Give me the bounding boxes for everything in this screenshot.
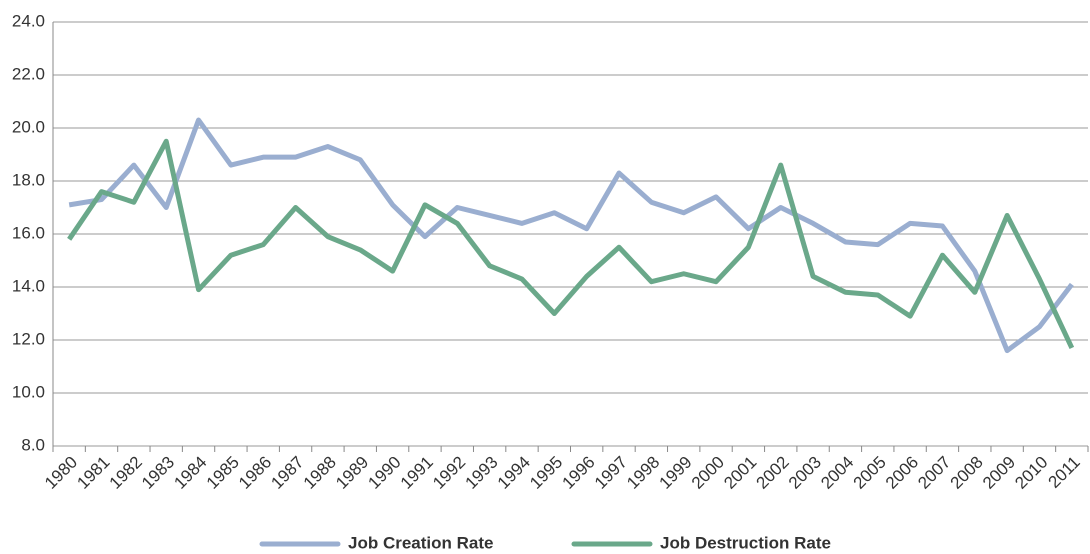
x-tick-label: 1986 bbox=[235, 453, 275, 493]
legend-label: Job Creation Rate bbox=[348, 533, 493, 552]
x-tick-label: 2001 bbox=[720, 453, 760, 493]
x-tick-label: 1994 bbox=[494, 453, 534, 493]
x-tick-label: 2000 bbox=[688, 453, 728, 493]
x-tick-label: 1997 bbox=[591, 453, 631, 493]
x-tick-label: 2009 bbox=[979, 453, 1019, 493]
x-tick-label: 2010 bbox=[1011, 453, 1051, 493]
x-tick-label: 1988 bbox=[300, 453, 340, 493]
y-tick-label: 10.0 bbox=[12, 382, 45, 401]
y-tick-label: 8.0 bbox=[21, 435, 45, 454]
x-tick-label: 2006 bbox=[882, 453, 922, 493]
x-tick-label: 1995 bbox=[526, 453, 566, 493]
series-line bbox=[68, 117, 1074, 354]
x-tick-label: 1993 bbox=[461, 453, 501, 493]
x-tick-label: 1999 bbox=[656, 453, 696, 493]
x-tick-label: 2003 bbox=[785, 453, 825, 493]
x-tick-label: 1990 bbox=[364, 453, 404, 493]
x-tick-label: 1983 bbox=[138, 453, 178, 493]
x-tick-label: 1985 bbox=[203, 453, 243, 493]
x-tick-label: 1987 bbox=[267, 453, 307, 493]
x-tick-label: 1998 bbox=[623, 453, 663, 493]
y-tick-label: 16.0 bbox=[12, 223, 45, 242]
x-tick-label: 2008 bbox=[947, 453, 987, 493]
x-tick-label: 1989 bbox=[332, 453, 372, 493]
x-tick-label: 1982 bbox=[106, 453, 146, 493]
series-line bbox=[67, 138, 1075, 350]
x-tick-label: 1992 bbox=[429, 453, 469, 493]
y-tick-label: 18.0 bbox=[12, 170, 45, 189]
x-tick-label: 2002 bbox=[753, 453, 793, 493]
x-tick-label: 2004 bbox=[817, 453, 857, 493]
x-tick-label: 1980 bbox=[41, 453, 81, 493]
x-tick-label: 1991 bbox=[397, 453, 437, 493]
x-tick-label: 2007 bbox=[914, 453, 954, 493]
x-tick-label: 1996 bbox=[558, 453, 598, 493]
legend-label: Job Destruction Rate bbox=[660, 533, 831, 552]
y-tick-label: 22.0 bbox=[12, 64, 45, 83]
x-tick-label: 1981 bbox=[73, 453, 113, 493]
y-tick-label: 12.0 bbox=[12, 329, 45, 348]
y-tick-label: 20.0 bbox=[12, 117, 45, 136]
y-tick-label: 24.0 bbox=[12, 11, 45, 30]
x-tick-label: 1984 bbox=[170, 453, 210, 493]
x-tick-label: 2005 bbox=[850, 453, 890, 493]
y-tick-label: 14.0 bbox=[12, 276, 45, 295]
x-tick-label: 2011 bbox=[1045, 453, 1084, 492]
